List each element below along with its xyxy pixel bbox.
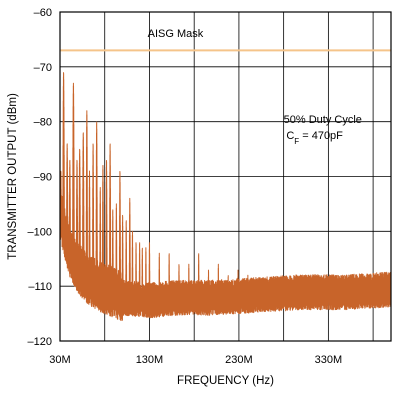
y-tick-label: –90 (34, 172, 52, 184)
y-tick-label: –70 (34, 62, 52, 74)
y-tick-label: –60 (34, 7, 52, 19)
spectrum-trace (60, 72, 391, 322)
tick-labels: –60 –70 –80 –90 –100 –110 –120 30M 130M 230M 330M (28, 7, 343, 366)
capacitor-value: = 470pF (299, 130, 343, 142)
plot-frame (59, 11, 392, 342)
capacitor-symbol: C (286, 130, 294, 142)
y-axis-title: TRANSMITTER OUTPUT (dBm) (7, 93, 19, 260)
capacitor-subscript: F (294, 137, 299, 146)
x-tick-label: 30M (49, 354, 70, 366)
x-axis-title: FREQUENCY (Hz) (177, 375, 274, 387)
spectrum-trace-clip (60, 72, 391, 322)
x-tick-label: 330M (315, 354, 343, 366)
y-tick-label: –110 (28, 281, 52, 293)
y-tick-label: –120 (28, 336, 52, 348)
aisg-mask-label: AISG Mask (148, 28, 204, 40)
capacitor-label: CF = 470pF (286, 130, 343, 146)
duty-cycle-label: 50% Duty Cycle (284, 114, 362, 126)
y-tick-label: –100 (28, 226, 52, 238)
y-tick-label: –80 (34, 117, 52, 129)
x-tick-label: 230M (225, 354, 253, 366)
x-tick-label: 130M (136, 354, 164, 366)
